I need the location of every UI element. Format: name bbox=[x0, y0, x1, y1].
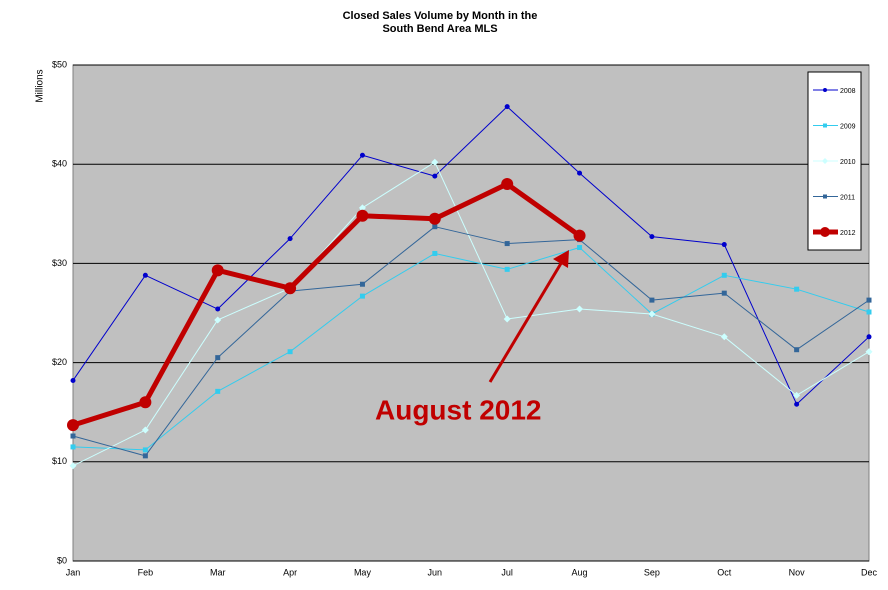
y-tick-label: $10 bbox=[52, 456, 67, 466]
data-point bbox=[142, 272, 148, 278]
data-point bbox=[70, 444, 76, 450]
data-point bbox=[214, 316, 222, 324]
y-axis-label: Millions bbox=[35, 69, 46, 102]
data-point bbox=[794, 347, 800, 353]
data-point bbox=[649, 297, 655, 303]
data-point bbox=[577, 245, 583, 251]
data-point bbox=[504, 104, 510, 110]
data-point bbox=[67, 419, 79, 432]
legend-label: 2012 bbox=[840, 230, 856, 237]
legend-marker bbox=[820, 227, 830, 237]
data-point bbox=[432, 224, 438, 230]
series-line bbox=[72, 106, 870, 405]
x-tick-label: Oct bbox=[717, 567, 732, 577]
data-point bbox=[215, 306, 221, 312]
data-point bbox=[358, 204, 366, 212]
data-point bbox=[501, 178, 514, 191]
legend-marker bbox=[822, 158, 828, 164]
x-tick-label: Jun bbox=[428, 567, 443, 577]
data-point bbox=[142, 447, 148, 453]
legend-marker bbox=[823, 123, 827, 128]
data-point bbox=[211, 264, 224, 277]
chart-title: Closed Sales Volume by Month in the bbox=[343, 10, 538, 22]
data-point bbox=[287, 236, 293, 242]
series-line bbox=[72, 161, 870, 467]
data-point bbox=[432, 250, 438, 256]
legend-label: 2011 bbox=[840, 194, 855, 201]
data-point bbox=[503, 315, 511, 323]
data-point bbox=[504, 241, 510, 247]
data-point bbox=[70, 377, 76, 383]
legend-label: 2010 bbox=[840, 159, 856, 166]
x-tick-label: May bbox=[354, 567, 372, 577]
data-point bbox=[721, 290, 727, 296]
data-point bbox=[793, 391, 801, 399]
y-tick-label: $0 bbox=[57, 555, 67, 565]
data-point bbox=[866, 297, 872, 303]
data-point bbox=[866, 309, 872, 315]
legend-label: 2008 bbox=[840, 88, 856, 95]
data-point bbox=[576, 305, 584, 313]
data-point bbox=[356, 209, 369, 222]
data-point bbox=[866, 334, 872, 340]
data-point bbox=[865, 348, 873, 356]
data-point bbox=[432, 173, 438, 179]
y-tick-label: $30 bbox=[52, 258, 67, 268]
data-point bbox=[721, 242, 727, 248]
legend-marker bbox=[823, 88, 827, 92]
data-point bbox=[794, 401, 800, 407]
data-point bbox=[70, 433, 76, 439]
data-point bbox=[215, 355, 221, 361]
annotation-arrow bbox=[488, 259, 565, 383]
data-point bbox=[428, 212, 441, 225]
data-point bbox=[648, 310, 656, 318]
data-point bbox=[284, 282, 297, 295]
chart-subtitle: South Bend Area MLS bbox=[382, 23, 497, 35]
x-tick-label: Jul bbox=[501, 567, 513, 577]
data-point bbox=[721, 272, 727, 278]
legend-label: 2009 bbox=[840, 123, 856, 130]
data-point bbox=[573, 229, 586, 242]
annotation-arrowhead bbox=[553, 250, 569, 268]
data-point bbox=[720, 333, 728, 341]
x-tick-label: Dec bbox=[861, 567, 878, 577]
data-point bbox=[287, 349, 293, 355]
x-tick-label: Nov bbox=[789, 567, 806, 577]
data-point bbox=[504, 266, 510, 272]
y-tick-label: $50 bbox=[52, 59, 67, 69]
legend: 2008 2009 2010 2011 2012 bbox=[807, 71, 862, 251]
data-point bbox=[359, 293, 365, 299]
data-point bbox=[215, 388, 221, 394]
x-tick-label: Jan bbox=[66, 567, 81, 577]
x-tick-label: Sep bbox=[644, 567, 660, 577]
plot-area bbox=[72, 64, 870, 562]
x-tick-label: Aug bbox=[572, 567, 588, 577]
series-line bbox=[72, 181, 581, 428]
data-point bbox=[794, 286, 800, 292]
y-tick-label: $40 bbox=[52, 159, 67, 169]
data-point bbox=[139, 396, 152, 409]
series-line bbox=[72, 247, 870, 451]
legend-marker bbox=[823, 194, 827, 199]
x-tick-label: Apr bbox=[283, 567, 297, 577]
y-tick-label: $20 bbox=[52, 357, 67, 367]
data-point bbox=[359, 281, 365, 287]
data-point bbox=[142, 453, 148, 459]
x-tick-label: Mar bbox=[210, 567, 226, 577]
data-point bbox=[431, 158, 439, 166]
data-point bbox=[69, 462, 77, 470]
series-line bbox=[72, 226, 870, 457]
annotation: August 2012 bbox=[375, 394, 542, 425]
data-point bbox=[577, 170, 583, 176]
data-point bbox=[359, 152, 365, 158]
data-point bbox=[141, 426, 149, 434]
data-point bbox=[649, 234, 655, 240]
x-tick-label: Feb bbox=[138, 567, 154, 577]
